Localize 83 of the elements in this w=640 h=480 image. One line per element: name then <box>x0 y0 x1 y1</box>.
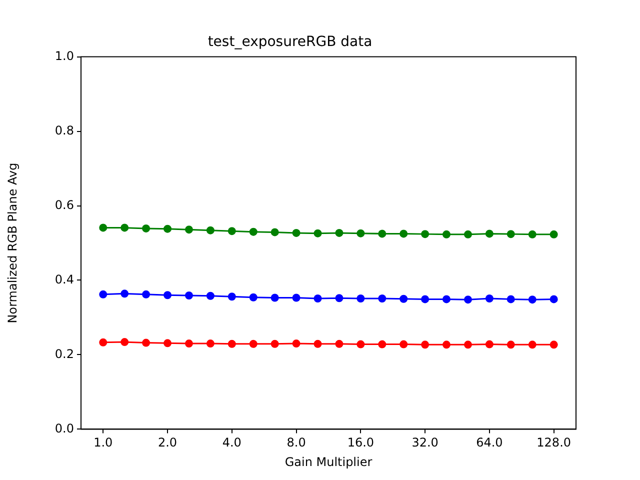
point <box>464 340 472 349</box>
chart-title: test_exposureRGB data <box>208 34 372 50</box>
point <box>550 295 558 304</box>
point <box>142 290 150 298</box>
point <box>335 294 344 302</box>
point <box>442 230 450 238</box>
point <box>442 340 450 349</box>
point <box>421 230 430 238</box>
point <box>270 340 279 348</box>
x-tick-label: 1.0 <box>94 436 113 450</box>
point <box>206 226 214 234</box>
y-tick-label: 0.4 <box>54 272 74 286</box>
point <box>206 340 214 348</box>
point <box>378 340 386 348</box>
point <box>228 340 236 348</box>
point <box>421 295 430 304</box>
point <box>506 340 515 349</box>
point <box>142 338 150 347</box>
y-axis-title: Normalized RGB Plane Avg <box>5 162 20 324</box>
point <box>485 294 494 302</box>
point <box>99 338 108 346</box>
y-tick-label: 0.2 <box>54 346 74 361</box>
point <box>270 228 279 236</box>
point <box>506 230 515 238</box>
point <box>270 294 279 302</box>
point <box>184 226 193 234</box>
x-tick-label: 4.0 <box>222 436 242 450</box>
point <box>314 340 322 348</box>
point <box>356 340 365 348</box>
point <box>550 230 558 238</box>
point <box>550 340 558 349</box>
point <box>120 290 129 298</box>
y-tick-label: 0.0 <box>54 421 74 436</box>
point <box>249 228 258 236</box>
point <box>206 292 214 300</box>
x-tick-label: 8.0 <box>286 436 306 450</box>
point <box>464 230 472 238</box>
point <box>442 295 450 304</box>
x-tick-label: 32.0 <box>412 436 438 450</box>
point <box>378 230 386 238</box>
point <box>184 292 193 300</box>
point <box>292 228 300 237</box>
point <box>400 340 408 348</box>
point <box>464 296 472 304</box>
point <box>378 294 386 302</box>
point <box>228 227 236 236</box>
point <box>99 290 108 298</box>
y-tick-label: 0.6 <box>54 198 74 212</box>
y-tick-label: 0.8 <box>54 123 74 138</box>
point <box>356 294 365 302</box>
x-tick-label: 2.0 <box>158 436 178 450</box>
point <box>421 340 430 349</box>
point <box>142 224 150 232</box>
x-tick-label: 64.0 <box>476 436 503 450</box>
point <box>164 339 172 348</box>
point <box>485 340 494 348</box>
x-tick-label: 128.0 <box>536 436 572 450</box>
point <box>184 340 193 348</box>
x-axis-title: Gain Multiplier <box>284 454 372 469</box>
point <box>164 224 172 233</box>
point <box>249 293 258 302</box>
point <box>356 229 365 238</box>
point <box>228 292 236 301</box>
point <box>335 340 344 348</box>
point <box>120 224 129 232</box>
point <box>99 224 108 232</box>
point <box>400 294 408 303</box>
point <box>292 340 300 348</box>
point <box>528 340 536 349</box>
point <box>120 338 129 346</box>
point <box>292 294 300 302</box>
point <box>314 294 322 302</box>
point <box>164 291 172 300</box>
y-tick-label: 1.0 <box>54 48 74 63</box>
point <box>485 230 494 238</box>
point <box>314 229 322 238</box>
point <box>249 340 258 348</box>
point <box>506 295 515 304</box>
point <box>528 296 536 304</box>
x-tick-label: 16.0 <box>347 436 374 450</box>
point <box>528 230 536 238</box>
point <box>335 228 344 237</box>
point <box>400 230 408 238</box>
